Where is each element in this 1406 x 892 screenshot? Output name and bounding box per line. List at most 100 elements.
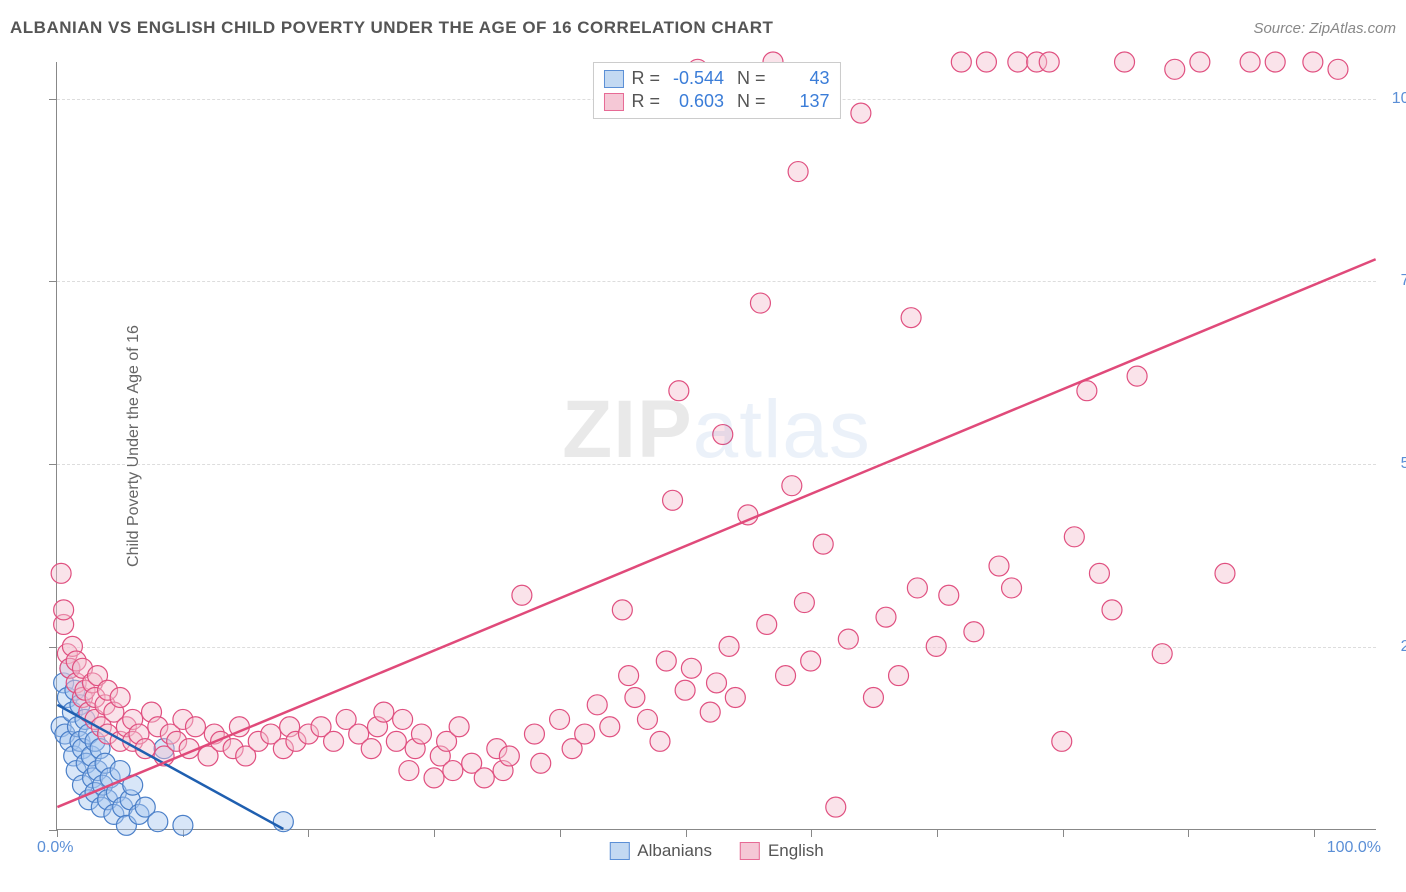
data-point: [173, 815, 193, 835]
data-point: [926, 636, 946, 656]
data-point: [625, 688, 645, 708]
data-point: [713, 425, 733, 445]
data-point: [951, 52, 971, 72]
data-point: [524, 724, 544, 744]
data-point: [901, 308, 921, 328]
swatch-icon: [603, 70, 623, 88]
data-point: [725, 688, 745, 708]
data-point: [393, 709, 413, 729]
data-point: [399, 761, 419, 781]
data-point: [939, 585, 959, 605]
data-point: [424, 768, 444, 788]
data-point: [700, 702, 720, 722]
data-point: [889, 666, 909, 686]
data-point: [612, 600, 632, 620]
data-point: [110, 688, 130, 708]
data-point: [707, 673, 727, 693]
data-point: [1127, 366, 1147, 386]
data-point: [750, 293, 770, 313]
stats-row-english: R = 0.603 N = 137: [603, 90, 829, 113]
data-point: [619, 666, 639, 686]
data-point: [794, 593, 814, 613]
data-point: [1002, 578, 1022, 598]
data-point: [1064, 527, 1084, 547]
data-point: [474, 768, 494, 788]
data-point: [1039, 52, 1059, 72]
data-point: [757, 614, 777, 634]
data-point: [801, 651, 821, 671]
y-tick-label: 25.0%: [1386, 638, 1406, 656]
data-point: [1165, 59, 1185, 79]
data-point: [374, 702, 394, 722]
data-point: [1152, 644, 1172, 664]
chart-title: ALBANIAN VS ENGLISH CHILD POVERTY UNDER …: [10, 18, 773, 38]
data-point: [1215, 563, 1235, 583]
data-point: [656, 651, 676, 671]
y-tick-label: 50.0%: [1386, 455, 1406, 473]
legend: Albanians English: [609, 841, 823, 861]
data-point: [1328, 59, 1348, 79]
y-tick-label: 100.0%: [1386, 90, 1406, 108]
data-point: [1115, 52, 1135, 72]
data-point: [826, 797, 846, 817]
data-point: [411, 724, 431, 744]
data-point: [669, 381, 689, 401]
y-tick-label: 75.0%: [1386, 272, 1406, 290]
data-point: [51, 563, 71, 583]
data-point: [776, 666, 796, 686]
data-point: [148, 812, 168, 832]
data-point: [1303, 52, 1323, 72]
data-point: [782, 476, 802, 496]
data-point: [907, 578, 927, 598]
data-point: [1077, 381, 1097, 401]
chart-plot-area: Child Poverty Under the Age of 16 25.0%5…: [56, 62, 1376, 830]
data-point: [876, 607, 896, 627]
data-point: [964, 622, 984, 642]
legend-item-english: English: [740, 841, 824, 861]
data-point: [1240, 52, 1260, 72]
data-point: [54, 600, 74, 620]
data-point: [1008, 52, 1028, 72]
data-point: [449, 717, 469, 737]
data-point: [650, 731, 670, 751]
data-point: [587, 695, 607, 715]
data-point: [185, 717, 205, 737]
data-point: [838, 629, 858, 649]
data-point: [600, 717, 620, 737]
swatch-icon: [609, 842, 629, 860]
data-point: [443, 761, 463, 781]
data-point: [851, 103, 871, 123]
x-axis-min-label: 0.0%: [37, 839, 73, 857]
data-point: [512, 585, 532, 605]
data-point: [788, 162, 808, 182]
data-point: [719, 636, 739, 656]
data-point: [675, 680, 695, 700]
swatch-icon: [740, 842, 760, 860]
data-point: [499, 746, 519, 766]
correlation-stats-box: R = -0.544 N = 43 R = 0.603 N = 137: [592, 62, 840, 119]
data-point: [976, 52, 996, 72]
data-point: [989, 556, 1009, 576]
legend-item-albanians: Albanians: [609, 841, 712, 861]
data-point: [663, 490, 683, 510]
data-point: [575, 724, 595, 744]
swatch-icon: [603, 93, 623, 111]
data-point: [1052, 731, 1072, 751]
data-point: [324, 731, 344, 751]
trend-line: [57, 259, 1375, 807]
x-axis-max-label: 100.0%: [1327, 839, 1381, 857]
data-point: [361, 739, 381, 759]
data-point: [637, 709, 657, 729]
data-point: [1190, 52, 1210, 72]
data-point: [681, 658, 701, 678]
data-point: [813, 534, 833, 554]
data-point: [531, 753, 551, 773]
data-point: [1265, 52, 1285, 72]
legend-label: English: [768, 841, 824, 861]
legend-label: Albanians: [637, 841, 712, 861]
data-point: [550, 709, 570, 729]
stats-row-albanians: R = -0.544 N = 43: [603, 67, 829, 90]
data-point: [1102, 600, 1122, 620]
source-label: Source: ZipAtlas.com: [1253, 20, 1396, 37]
data-point: [863, 688, 883, 708]
